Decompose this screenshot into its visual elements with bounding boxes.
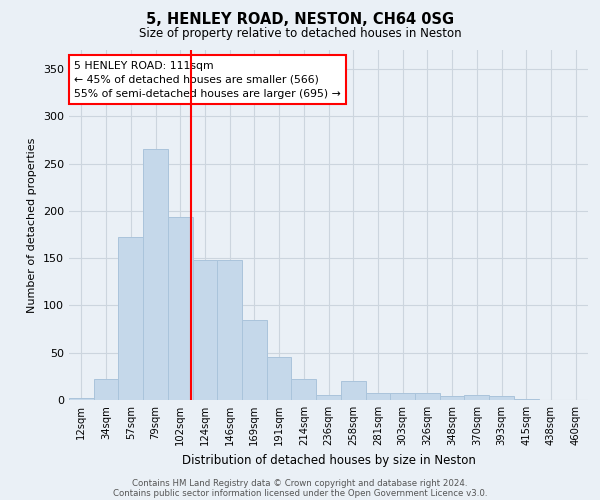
Bar	[193, 260, 217, 400]
X-axis label: Distribution of detached houses by size in Neston: Distribution of detached houses by size …	[182, 454, 475, 466]
Bar	[242, 320, 267, 400]
Bar	[390, 394, 415, 400]
Bar	[514, 399, 539, 400]
Text: Contains HM Land Registry data © Crown copyright and database right 2024.: Contains HM Land Registry data © Crown c…	[132, 478, 468, 488]
Y-axis label: Number of detached properties: Number of detached properties	[28, 138, 37, 312]
Bar	[489, 396, 514, 400]
Bar	[168, 218, 193, 400]
Bar	[316, 396, 341, 400]
Bar	[464, 396, 489, 400]
Bar	[143, 150, 168, 400]
Bar	[118, 238, 143, 400]
Bar	[341, 381, 365, 400]
Bar	[365, 394, 390, 400]
Bar	[292, 379, 316, 400]
Text: Size of property relative to detached houses in Neston: Size of property relative to detached ho…	[139, 28, 461, 40]
Bar	[94, 379, 118, 400]
Bar	[415, 394, 440, 400]
Text: 5, HENLEY ROAD, NESTON, CH64 0SG: 5, HENLEY ROAD, NESTON, CH64 0SG	[146, 12, 454, 28]
Bar	[267, 358, 292, 400]
Text: Contains public sector information licensed under the Open Government Licence v3: Contains public sector information licen…	[113, 488, 487, 498]
Text: 5 HENLEY ROAD: 111sqm
← 45% of detached houses are smaller (566)
55% of semi-det: 5 HENLEY ROAD: 111sqm ← 45% of detached …	[74, 60, 341, 98]
Bar	[440, 396, 464, 400]
Bar	[69, 398, 94, 400]
Bar	[217, 260, 242, 400]
